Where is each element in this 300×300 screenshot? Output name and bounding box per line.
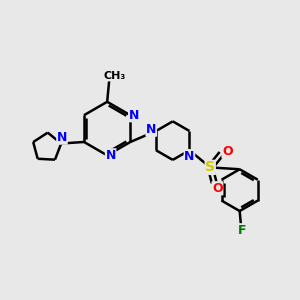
Text: N: N (184, 150, 195, 163)
Text: F: F (238, 224, 246, 237)
Text: N: N (146, 123, 156, 136)
Text: N: N (106, 149, 116, 162)
Text: S: S (205, 160, 215, 174)
Text: N: N (129, 109, 139, 122)
Text: O: O (212, 182, 223, 195)
Text: O: O (222, 145, 233, 158)
Text: CH₃: CH₃ (103, 71, 126, 81)
Text: N: N (57, 131, 67, 144)
